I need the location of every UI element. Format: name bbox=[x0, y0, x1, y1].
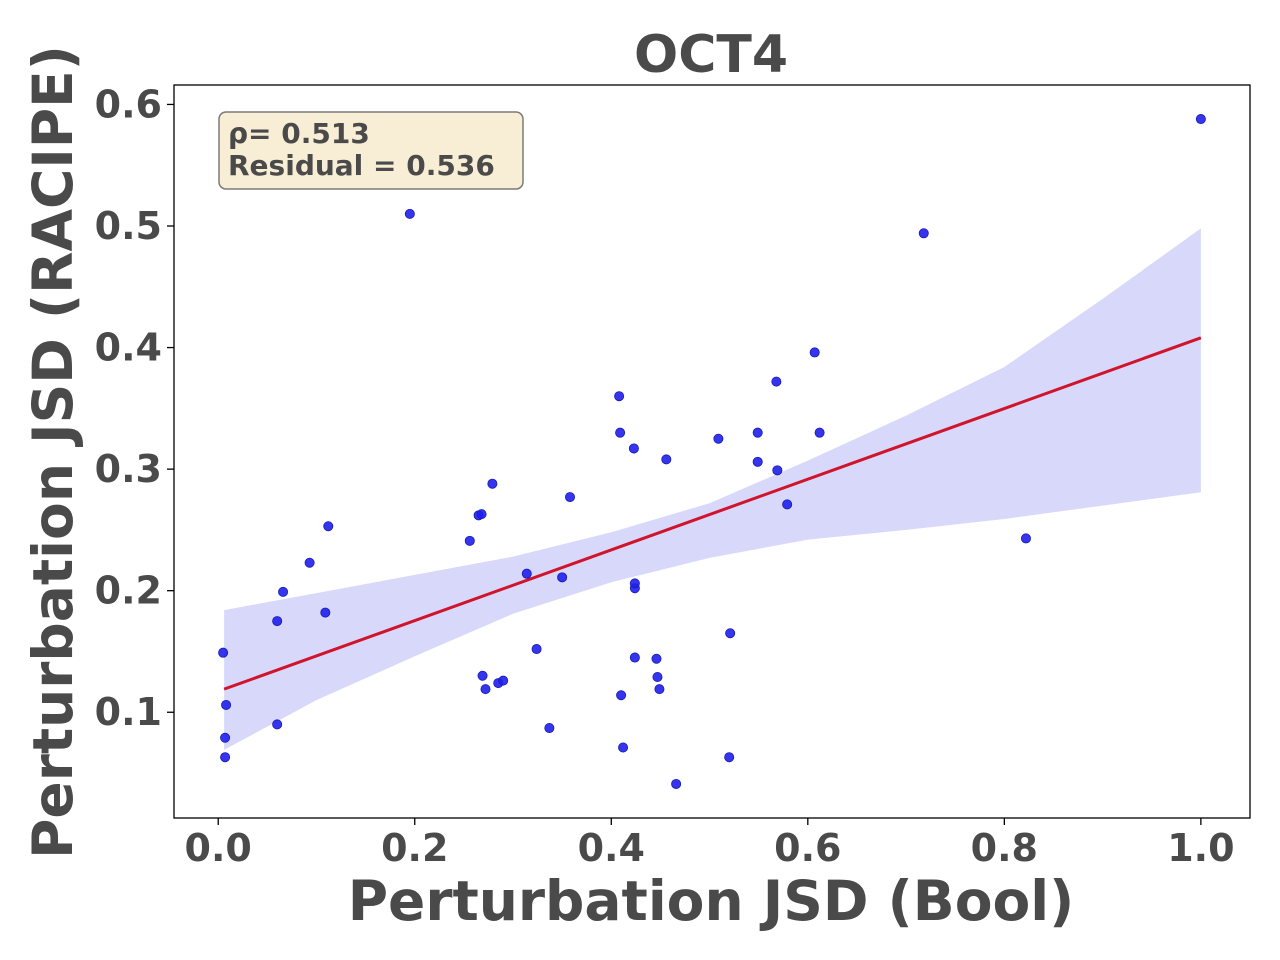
data-point bbox=[476, 509, 487, 520]
y-axis-label: Perturbation JSD (RACIPE) bbox=[21, 45, 85, 859]
data-point bbox=[1020, 533, 1031, 544]
y-tick-label: 0.3 bbox=[95, 447, 162, 491]
x-tick-label: 1.0 bbox=[1167, 826, 1234, 870]
data-points bbox=[218, 114, 1206, 789]
x-axis-label: Perturbation JSD (Bool) bbox=[348, 869, 1075, 933]
plot-area bbox=[218, 114, 1206, 789]
data-point bbox=[752, 427, 763, 438]
stats-annotation-box bbox=[218, 111, 524, 190]
residual-text: Residual = 0.536 bbox=[228, 149, 495, 182]
data-point bbox=[809, 347, 820, 358]
data-point bbox=[278, 586, 289, 597]
x-tick-label: 0.6 bbox=[774, 826, 841, 870]
data-point bbox=[772, 465, 783, 476]
data-point bbox=[487, 478, 498, 489]
data-point bbox=[782, 499, 793, 510]
y-tick-label: 0.4 bbox=[95, 326, 162, 370]
data-point bbox=[320, 607, 331, 618]
rho-text: ρ= 0.513 bbox=[228, 117, 370, 150]
data-point bbox=[651, 653, 662, 664]
x-tick-label: 0.2 bbox=[381, 826, 448, 870]
x-axis-ticks: 0.0 0.2 0.4 0.6 0.8 1.0 bbox=[185, 818, 1235, 870]
data-point bbox=[629, 652, 640, 663]
data-point bbox=[272, 719, 283, 730]
data-point bbox=[544, 723, 555, 734]
data-point bbox=[771, 376, 782, 387]
plot-frame bbox=[173, 84, 1251, 819]
data-point bbox=[725, 628, 736, 639]
x-tick-label: 0.4 bbox=[578, 826, 645, 870]
data-point bbox=[615, 427, 626, 438]
confidence-band bbox=[224, 228, 1201, 750]
data-point bbox=[752, 456, 763, 467]
data-point bbox=[671, 778, 682, 789]
data-point bbox=[654, 684, 665, 695]
data-point bbox=[557, 572, 568, 583]
data-point bbox=[221, 699, 232, 710]
data-point bbox=[618, 742, 629, 753]
x-tick-label: 0.8 bbox=[971, 826, 1038, 870]
data-point bbox=[464, 535, 475, 546]
data-point bbox=[661, 454, 672, 465]
y-tick-label: 0.2 bbox=[95, 569, 162, 613]
y-axis-ticks: 0.1 0.2 0.3 0.4 0.5 0.6 bbox=[95, 82, 174, 734]
data-point bbox=[220, 752, 231, 763]
data-point bbox=[713, 433, 724, 444]
data-point bbox=[629, 578, 640, 589]
data-point bbox=[323, 521, 334, 532]
data-point bbox=[521, 568, 532, 579]
data-point bbox=[616, 690, 627, 701]
data-point bbox=[480, 684, 491, 695]
data-point bbox=[498, 675, 509, 686]
data-point bbox=[404, 208, 415, 219]
data-point bbox=[272, 616, 283, 627]
data-point bbox=[304, 557, 315, 568]
data-point bbox=[1195, 114, 1206, 125]
y-tick-label: 0.1 bbox=[95, 690, 162, 734]
data-point bbox=[652, 671, 663, 682]
data-point bbox=[814, 427, 825, 438]
data-point bbox=[565, 492, 576, 503]
regression-line bbox=[223, 336, 1202, 691]
data-point bbox=[531, 644, 542, 655]
data-point bbox=[218, 647, 229, 658]
data-point bbox=[918, 228, 929, 239]
data-point bbox=[220, 732, 231, 743]
data-point bbox=[477, 670, 488, 681]
stats-annotation: ρ= 0.513 Residual = 0.536 bbox=[218, 111, 524, 190]
y-tick-label: 0.6 bbox=[95, 82, 162, 126]
x-tick-label: 0.0 bbox=[185, 826, 252, 870]
data-point bbox=[614, 391, 625, 402]
data-point bbox=[724, 752, 735, 763]
chart-title: OCT4 bbox=[634, 25, 788, 85]
y-tick-label: 0.5 bbox=[95, 204, 162, 248]
data-point bbox=[628, 443, 639, 454]
